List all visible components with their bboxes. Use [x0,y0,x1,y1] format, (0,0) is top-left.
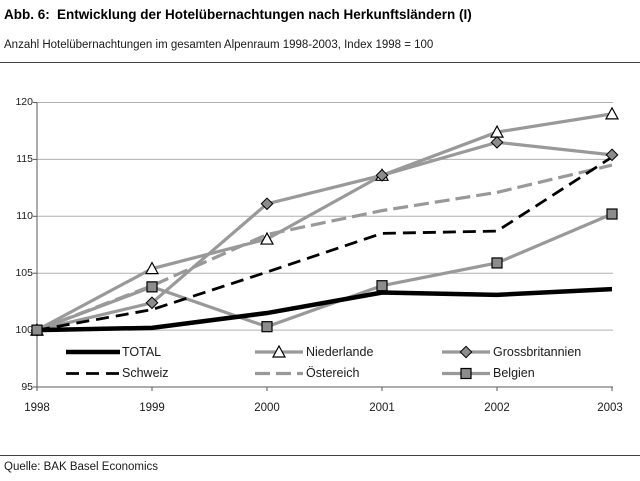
legend-label-oestereich: Östereich [306,366,360,380]
legend-label-grossbritannien: Grossbritannien [493,345,582,359]
figure-label: Abb. 6: [4,7,50,22]
page-title: Entwicklung der Hotelübernachtungen nach… [57,7,472,22]
header-divider [0,62,640,63]
legend-label-niederlande: Niederlande [306,345,374,359]
source-note: Quelle: BAK Basel Economics [4,461,159,473]
y-axis-tick-label: 95 [21,381,33,393]
legend-label-total: TOTAL [122,345,162,359]
x-axis-tick-label: 2000 [254,402,280,414]
y-axis-tick-label: 115 [16,153,33,165]
y-axis-tick-label: 105 [15,267,33,279]
y-axis-tick-label: 100 [15,324,33,336]
y-axis-tick-label: 110 [16,210,33,222]
chart-subtitle: Anzahl Hotelübernachtungen im gesamten A… [4,39,434,51]
x-axis-tick-label: 1999 [139,402,165,414]
x-axis-tick-label: 1998 [24,402,50,414]
x-axis-tick-label: 2001 [369,402,395,414]
x-axis-tick-label: 2002 [484,402,510,414]
legend-label-schweiz: Schweiz [122,366,169,380]
x-axis-tick-label: 2003 [597,402,623,414]
y-axis-tick-label: 120 [15,96,33,108]
footer-divider [0,455,640,456]
legend-label-belgien: Belgien [493,366,535,380]
